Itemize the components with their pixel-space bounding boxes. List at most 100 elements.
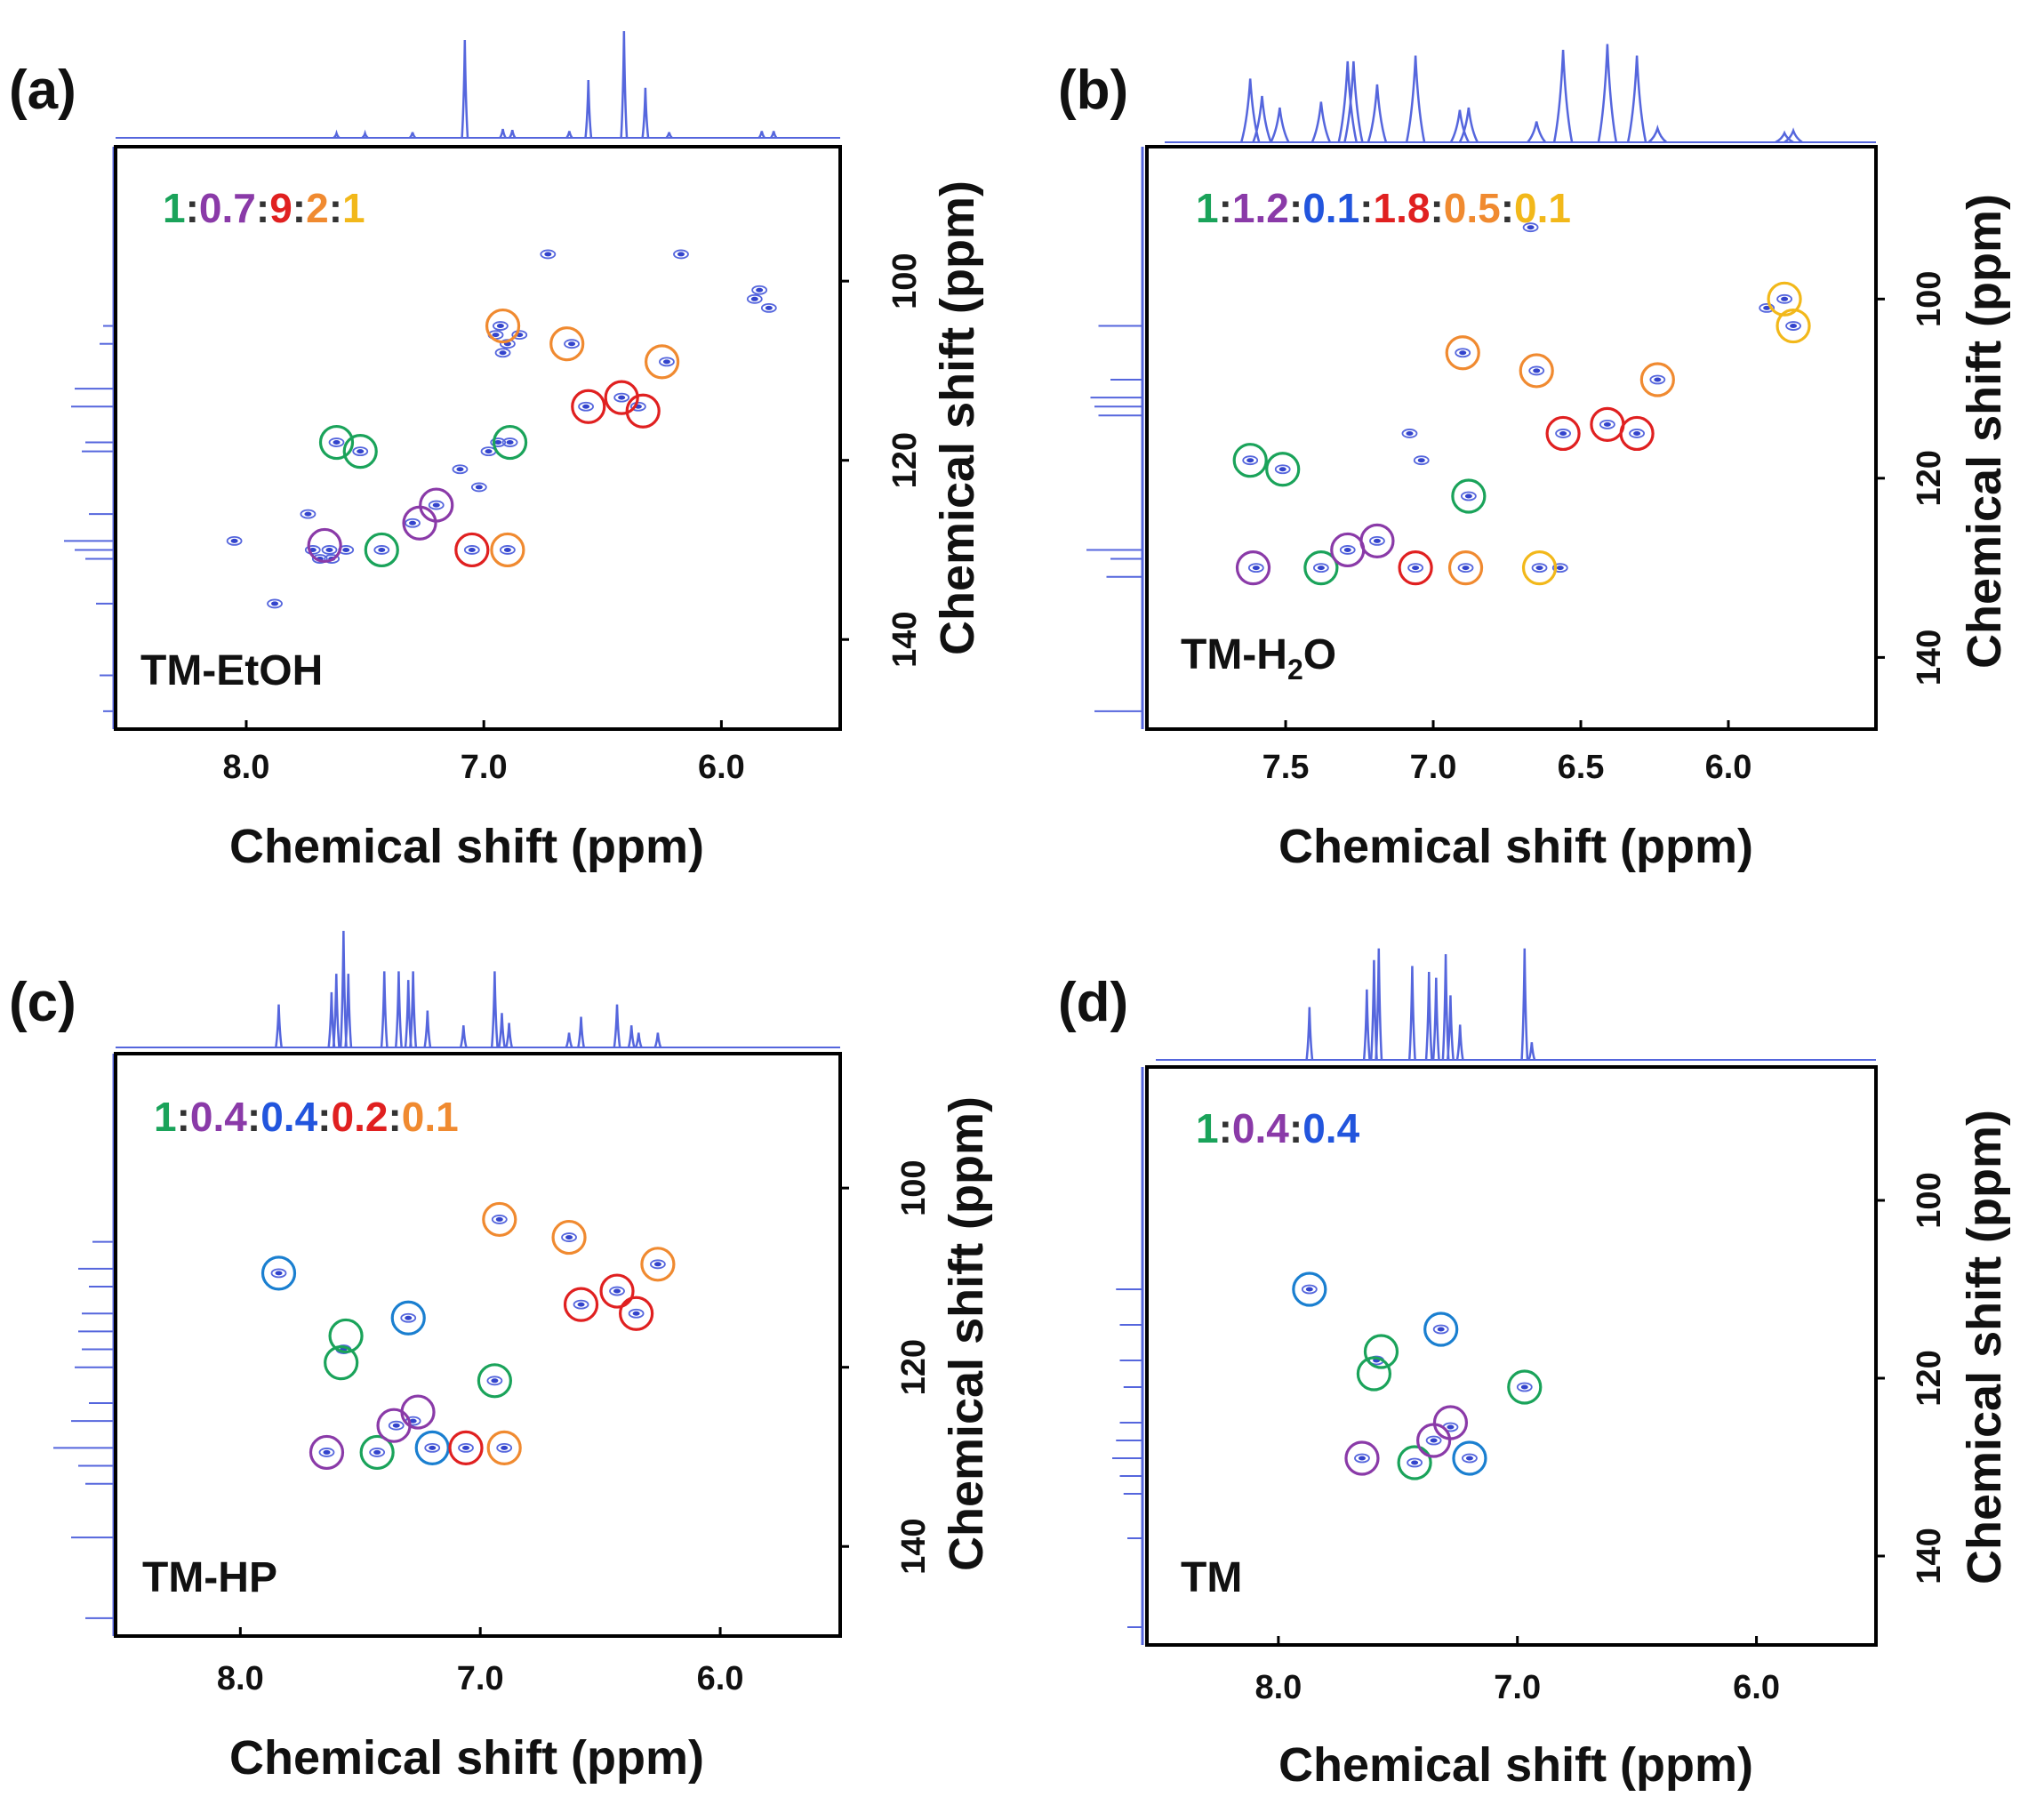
y-tick-label: 140 bbox=[886, 612, 924, 668]
cross-peak-contour bbox=[424, 1442, 441, 1453]
cross-peak-contour bbox=[1413, 455, 1430, 466]
assignment-circle-cyan bbox=[390, 1300, 426, 1336]
assignment-circle-green bbox=[1451, 478, 1487, 514]
y-tick-label: 140 bbox=[1911, 1528, 1948, 1584]
cross-peak bbox=[321, 545, 338, 555]
x-tick-label: 7.0 bbox=[457, 1660, 504, 1697]
cross-peak-contour bbox=[405, 517, 421, 528]
cross-peak-core bbox=[325, 547, 333, 552]
cross-peak-contour bbox=[1555, 429, 1571, 438]
cross-peak bbox=[564, 339, 580, 349]
cross-peak bbox=[500, 545, 516, 555]
cross-peak bbox=[1301, 1284, 1318, 1295]
assignment-circle-purple bbox=[309, 1434, 345, 1471]
top-spectrum-peak bbox=[1520, 948, 1529, 1061]
cross-peak-core bbox=[662, 359, 670, 365]
cross-peak-core bbox=[275, 1271, 283, 1276]
top-spectrum-peak bbox=[1446, 995, 1455, 1061]
cross-peak-contour bbox=[321, 545, 338, 555]
cross-peak-core bbox=[765, 305, 773, 310]
x-tick-label: 7.0 bbox=[1410, 749, 1457, 786]
left-projection-spectrum bbox=[1086, 147, 1144, 729]
top-spectrum-peak bbox=[1305, 1007, 1314, 1061]
cross-peak-contour bbox=[540, 249, 557, 260]
assignment-circle-green bbox=[364, 532, 399, 568]
cross-peak bbox=[1551, 563, 1568, 574]
top-spectrum-peak bbox=[565, 131, 573, 139]
x-tick-label: 6.5 bbox=[1558, 749, 1605, 786]
cross-peak bbox=[452, 464, 469, 475]
ratio-part-dark: : bbox=[1501, 185, 1514, 231]
sample-label-main: TM-EtOH bbox=[140, 647, 323, 694]
cross-peak-contour bbox=[1785, 321, 1801, 331]
ratio-part-blue: 0.4 bbox=[261, 1094, 317, 1140]
cross-peak bbox=[561, 1232, 577, 1242]
cross-peak bbox=[1460, 491, 1477, 501]
assignment-circle-purple bbox=[307, 527, 342, 564]
x-tick-label: 6.0 bbox=[1733, 1669, 1780, 1706]
cross-peak-contour bbox=[613, 392, 630, 403]
cross-peak bbox=[578, 401, 594, 412]
cross-peak-core bbox=[456, 467, 464, 472]
cross-peak-core bbox=[357, 449, 365, 454]
cross-peak-core bbox=[1763, 305, 1771, 310]
assignment-circle-cyan bbox=[1292, 1272, 1327, 1307]
cross-peak-contour bbox=[760, 302, 777, 313]
cross-peak bbox=[486, 1376, 503, 1386]
assignment-circle-orange bbox=[486, 1430, 522, 1465]
top-spectrum-peak bbox=[1527, 1042, 1536, 1061]
cross-peak-core bbox=[750, 296, 758, 301]
cross-peak-contour bbox=[400, 1312, 417, 1323]
cross-peak-core bbox=[342, 547, 350, 552]
cross-peak-core bbox=[409, 520, 417, 525]
cross-peak-contour bbox=[494, 348, 511, 358]
ratio-part-purple: 0.4 bbox=[190, 1094, 247, 1140]
top-spectrum-peak bbox=[1375, 948, 1383, 1061]
cross-peak-core bbox=[1790, 324, 1798, 329]
cross-peak-contour bbox=[270, 1268, 287, 1279]
y-tick-label: 120 bbox=[1911, 450, 1948, 506]
sample-label: TM-HP bbox=[142, 1554, 277, 1601]
cross-peak bbox=[1462, 1453, 1478, 1464]
cross-peak bbox=[1369, 535, 1385, 546]
assignment-circle-red bbox=[1545, 415, 1581, 452]
top-spectrum-peak bbox=[499, 128, 507, 139]
top-spectrum-peak bbox=[757, 131, 766, 139]
cross-peak-contour bbox=[369, 1448, 386, 1457]
top-spectrum-peak bbox=[1647, 124, 1668, 143]
cross-peak-core bbox=[1406, 430, 1414, 436]
cross-peak-contour bbox=[1354, 1453, 1370, 1464]
cross-peak-contour bbox=[1629, 429, 1645, 438]
ratio-part-dark: : bbox=[1359, 185, 1373, 231]
cross-peak-contour bbox=[1776, 293, 1792, 304]
y-tick-label: 140 bbox=[895, 1519, 933, 1575]
top-spectrum-peak bbox=[1239, 78, 1261, 143]
cross-peak-contour bbox=[452, 464, 469, 475]
x-axis-title: Chemical shift (ppm) bbox=[1279, 820, 1753, 873]
assignment-circle-green bbox=[359, 1434, 395, 1471]
cross-peak-contour bbox=[388, 1420, 405, 1431]
cross-peak-contour bbox=[300, 509, 317, 519]
cross-peak-core bbox=[577, 1302, 585, 1307]
top-spectrum-peak bbox=[634, 1032, 643, 1048]
cross-peak-core bbox=[1246, 458, 1254, 463]
cross-peak-contour bbox=[659, 357, 675, 367]
top-spectrum-peak bbox=[333, 129, 341, 139]
assignment-circle-cyan bbox=[414, 1430, 450, 1465]
cross-peak-core bbox=[499, 350, 507, 356]
assignment-circle-orange bbox=[640, 1247, 676, 1282]
assignment-circle-green bbox=[328, 1318, 364, 1354]
cross-peak-contour bbox=[492, 321, 509, 331]
cross-peak-contour bbox=[751, 285, 768, 295]
top-spectrum-peak bbox=[408, 132, 417, 139]
ratio-part-red: 9 bbox=[269, 185, 293, 231]
cross-peak-core bbox=[494, 440, 502, 445]
cross-peak bbox=[1312, 563, 1329, 574]
top-spectrum-peak bbox=[1270, 107, 1290, 143]
cross-peak bbox=[1455, 348, 1471, 358]
cross-peak-contour bbox=[1759, 302, 1775, 313]
ratio-part-dark: : bbox=[186, 185, 199, 231]
ratio-part-blue: 0.4 bbox=[1303, 1105, 1359, 1151]
cross-peak-core bbox=[503, 547, 511, 552]
ratio-part-dark: : bbox=[1219, 1105, 1232, 1151]
